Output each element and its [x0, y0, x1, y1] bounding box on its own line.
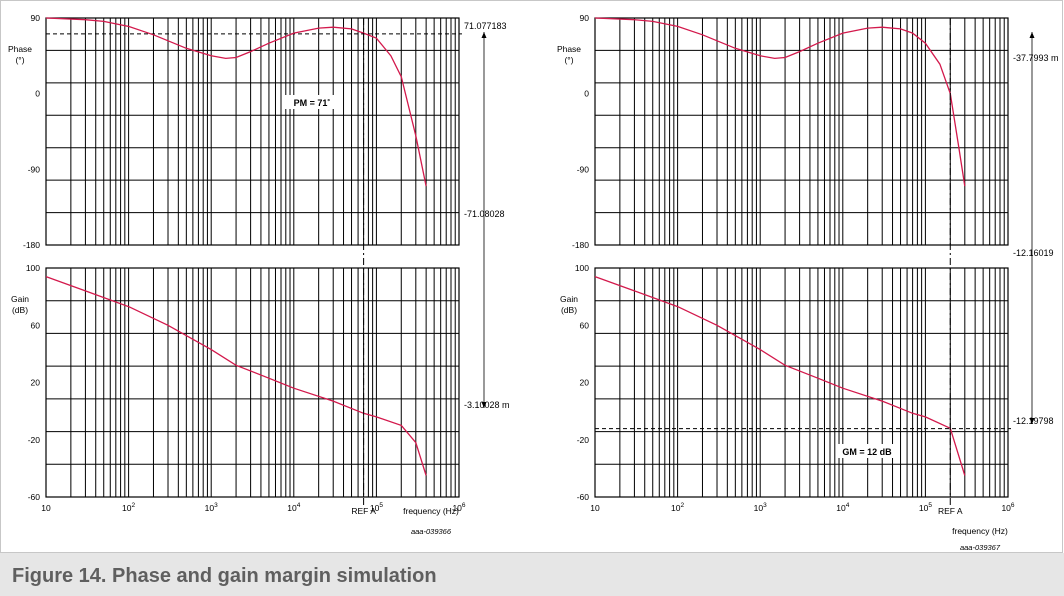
phase-annotation-box	[283, 95, 341, 109]
phase-margin-annotation: PM = 71˚	[294, 98, 331, 108]
gain-y-tick-label: -20	[28, 435, 41, 445]
measurement-arrow-head-up	[1029, 32, 1035, 38]
frequency-tick-label: 105	[919, 502, 932, 513]
phase-marker-label: -12.16019	[1013, 248, 1054, 258]
gain-marker-label: -12.19798	[1013, 416, 1054, 426]
gain-y-tick-label: 60	[580, 320, 590, 330]
gain-annotation-box	[838, 444, 896, 458]
phase-axis-title: (°)	[15, 55, 24, 65]
gain-y-tick-label: 20	[580, 378, 590, 388]
figure-frame	[0, 0, 1063, 553]
gain-panel-frame-1	[594, 267, 1009, 498]
frequency-axis-title: frequency (Hz)	[952, 526, 1008, 536]
measurement-arrow-head-down	[1029, 418, 1035, 424]
frequency-tick-label: 104	[836, 502, 849, 513]
gain-y-tick-label: -60	[28, 492, 41, 502]
phase-axis-title: (°)	[564, 55, 573, 65]
frequency-tick-label: 102	[671, 502, 684, 513]
frequency-axis-title: frequency (Hz)	[403, 506, 459, 516]
gain-axis-title: (dB)	[12, 305, 28, 315]
frequency-tick-label: 106	[1001, 502, 1014, 513]
frequency-tick-label: 102	[122, 502, 135, 513]
gain-axis-title: Gain	[11, 294, 29, 304]
phase-axis-title: Phase	[557, 44, 581, 54]
gain-axis-title: Gain	[560, 294, 578, 304]
gain-response-curve	[45, 275, 427, 476]
ref-a-label: REF A	[938, 506, 963, 516]
gain-y-tick-label: 60	[31, 320, 41, 330]
phase-panel-frame-0	[45, 17, 460, 246]
phase-y-tick-label: 90	[580, 13, 590, 23]
phase-marker-label: 71.077183	[464, 21, 507, 31]
gain-response-curve	[594, 275, 966, 476]
caption-band	[0, 553, 1064, 596]
phase-y-tick-label: 90	[31, 13, 41, 23]
gain-y-tick-label: -60	[577, 492, 590, 502]
gain-panel-frame-0	[45, 267, 460, 498]
phase-response-curve	[45, 17, 427, 187]
phase-y-tick-label: -90	[28, 164, 41, 174]
gain-axis-title: (dB)	[561, 305, 577, 315]
phase-axis-title: Phase	[8, 44, 32, 54]
gain-y-tick-label: -20	[577, 435, 590, 445]
figure-caption: Figure 14. Phase and gain margin simulat…	[12, 565, 437, 587]
phase-marker-label: -37.7993 m	[1013, 53, 1059, 63]
gain-y-tick-label: 100	[26, 263, 40, 273]
phase-y-tick-label: 0	[35, 89, 40, 99]
figure-code: aaa-039367	[960, 543, 1001, 552]
phase-panel-frame-1	[594, 17, 1009, 246]
phase-response-curve	[594, 17, 966, 187]
frequency-tick-label: 103	[754, 502, 767, 513]
frequency-tick-label: 10	[41, 503, 51, 513]
gain-margin-annotation: GM = 12 dB	[842, 447, 892, 457]
measurement-arrow-head-down	[481, 402, 487, 408]
figure-code: aaa-039366	[411, 527, 452, 536]
gain-y-tick-label: 100	[575, 263, 589, 273]
phase-y-tick-label: 0	[584, 89, 589, 99]
frequency-tick-label: 10	[590, 503, 600, 513]
measurement-arrow-head-up	[481, 32, 487, 38]
phase-y-tick-label: -180	[23, 240, 40, 250]
frequency-tick-label: 104	[287, 502, 300, 513]
gain-marker-label: -3.10028 m	[464, 400, 510, 410]
gain-y-tick-label: 20	[31, 378, 41, 388]
frequency-tick-label: 105	[370, 502, 383, 513]
phase-y-tick-label: -90	[577, 164, 590, 174]
phase-y-tick-label: -180	[572, 240, 589, 250]
frequency-tick-label: 103	[205, 502, 218, 513]
frequency-tick-label: 106	[452, 502, 465, 513]
ref-a-label: REF A	[351, 506, 376, 516]
